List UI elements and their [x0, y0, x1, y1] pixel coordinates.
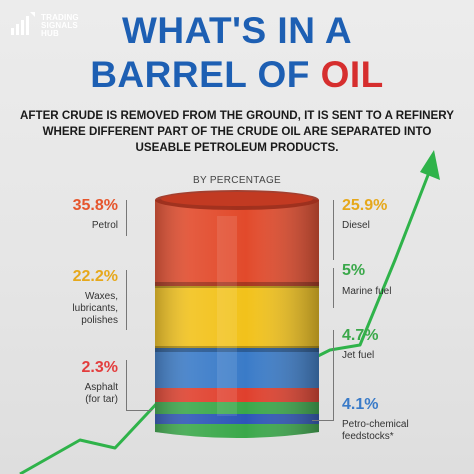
asphalt-label: Asphalt (for tar): [40, 382, 118, 406]
waxes-connector: [126, 270, 127, 330]
petrol-label: Petrol: [91, 220, 118, 231]
waxes-label: Waxes, lubricants, polishes: [40, 291, 118, 327]
logo-line-2: SIGNALS: [41, 21, 78, 30]
petrochem-percent: 4.1%: [342, 396, 379, 413]
jet-connector: [333, 330, 334, 420]
waxes-label-1: Waxes,: [85, 291, 118, 302]
waxes-label-2: lubricants,: [72, 303, 118, 314]
marine-label: Marine fuel: [342, 286, 392, 297]
title-oil: OIL: [320, 54, 384, 95]
diesel-connector: [333, 200, 334, 260]
oil-barrel: [155, 190, 319, 438]
page-title-line-2: BARREL OF OIL: [0, 54, 474, 96]
jet-percent: 4.7%: [342, 327, 379, 344]
asphalt-connector-h: [126, 410, 152, 411]
by-percentage-label: BY PERCENTAGE: [193, 175, 281, 186]
logo-line-1: TRADING: [41, 13, 79, 22]
marine-percent: 5%: [342, 262, 366, 279]
waxes-label-3: polishes: [81, 315, 118, 326]
petrochem-connector-h: [312, 420, 334, 421]
page-title-line-1: WHAT'S IN A: [121, 10, 353, 51]
asphalt-label-1: Asphalt: [84, 382, 118, 393]
bar-chart-logo-icon: [11, 12, 35, 35]
petrochem-label-1: Petro-chemical: [342, 419, 409, 430]
waxes-percent: 22.2%: [72, 268, 118, 285]
asphalt-connector: [126, 360, 127, 410]
title-prefix: BARREL OF: [90, 54, 321, 95]
petrol-connector: [126, 200, 127, 236]
asphalt-label-2: (for tar): [85, 394, 118, 405]
logo-line-3: HUB: [41, 29, 59, 38]
petrochem-label-2: feedstocks*: [342, 431, 394, 442]
marine-connector: [333, 268, 334, 308]
diesel-percent: 25.9%: [342, 197, 388, 214]
diesel-label: Diesel: [342, 220, 370, 231]
subtitle: AFTER CRUDE IS REMOVED FROM THE GROUND, …: [20, 109, 454, 154]
jet-label: Jet fuel: [342, 350, 375, 361]
logo: TRADING SIGNALS HUB: [10, 10, 79, 38]
asphalt-percent: 2.3%: [81, 359, 118, 376]
petrol-percent: 35.8%: [72, 197, 118, 214]
petrochem-label: Petro-chemical feedstocks*: [342, 419, 452, 443]
